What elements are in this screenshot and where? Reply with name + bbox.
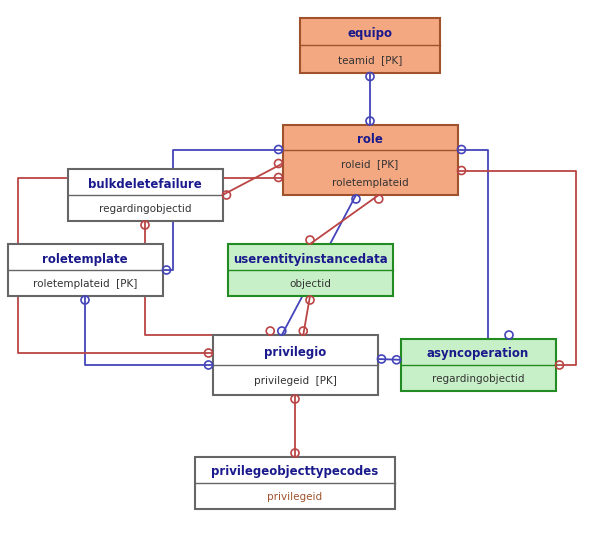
Text: regardingobjectid: regardingobjectid	[432, 374, 525, 384]
Text: bulkdeletefailure: bulkdeletefailure	[88, 178, 202, 191]
FancyBboxPatch shape	[283, 125, 457, 195]
FancyBboxPatch shape	[67, 169, 222, 221]
FancyBboxPatch shape	[212, 335, 378, 395]
Text: objectid: objectid	[289, 279, 331, 289]
Text: privilegeid: privilegeid	[267, 492, 323, 502]
FancyBboxPatch shape	[401, 339, 556, 391]
Text: role: role	[357, 133, 383, 146]
Text: roletemplateid  [PK]: roletemplateid [PK]	[33, 279, 137, 289]
Text: equipo: equipo	[348, 27, 392, 40]
Text: regardingobjectid: regardingobjectid	[99, 204, 191, 214]
Text: roletemplate: roletemplate	[42, 253, 128, 266]
Text: privilegeid  [PK]: privilegeid [PK]	[254, 376, 336, 386]
FancyBboxPatch shape	[195, 457, 395, 509]
Text: privilegeobjecttypecodes: privilegeobjecttypecodes	[211, 465, 379, 478]
FancyBboxPatch shape	[8, 244, 162, 296]
Text: userentityinstancedata: userentityinstancedata	[232, 253, 388, 266]
FancyBboxPatch shape	[228, 244, 392, 296]
Text: asyncoperation: asyncoperation	[427, 348, 529, 361]
Text: roleid  [PK]: roleid [PK]	[342, 159, 399, 169]
FancyBboxPatch shape	[300, 17, 440, 72]
Text: roletemplateid: roletemplateid	[332, 178, 408, 188]
Text: teamid  [PK]: teamid [PK]	[338, 55, 402, 65]
Text: privilegio: privilegio	[264, 346, 326, 359]
